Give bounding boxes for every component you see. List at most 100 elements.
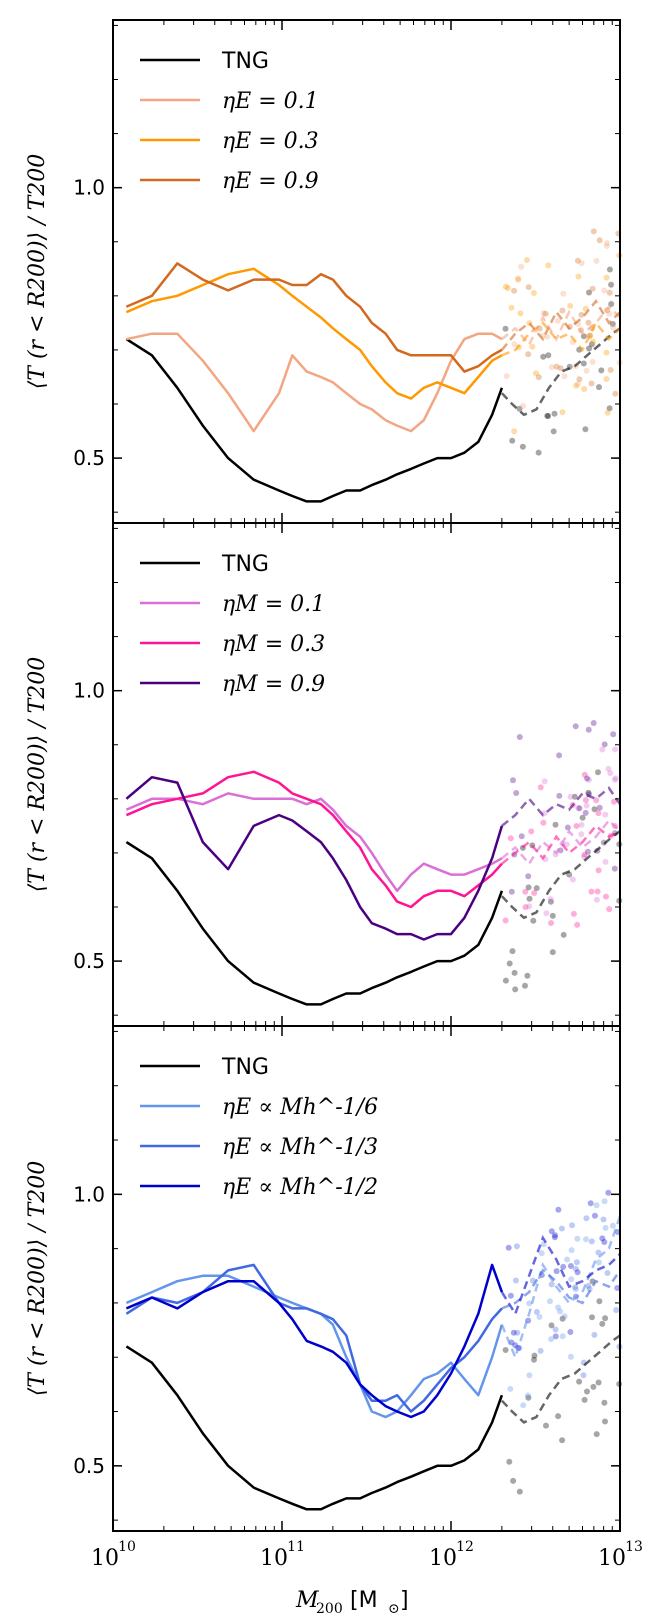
scatter-point [567,793,574,800]
scatter-point [585,789,592,796]
scatter-point [599,746,606,753]
scatter-point [603,274,610,281]
legend-label: ηE = 0.3 [222,129,319,154]
scatter-point [611,798,617,805]
x-axis-label-sub: 200 [316,1601,343,1617]
scatter-point [530,917,537,924]
scatter-point [553,1268,560,1275]
scatter-point [535,374,542,381]
scatter-point [508,888,515,895]
scatter-point [586,345,592,352]
scatter-point [567,1263,574,1269]
y-tick-label: 1.0 [73,679,105,703]
scatter-point [555,1206,562,1213]
legend-label: ηE ∝ Mh^-1/2 [222,1175,378,1200]
scatter-point [610,324,617,331]
series-line-0 [125,841,504,1006]
scatter-point [512,1342,519,1349]
scatter-point [516,1488,523,1495]
scatter-point [574,1235,581,1242]
scatter-point [580,1372,587,1379]
scatter-point [552,1333,559,1340]
scatter-point [606,906,613,913]
scatter-point [614,1285,621,1291]
scatter-point [604,409,611,416]
scatter-point [547,896,554,903]
scatter-point [502,917,509,924]
scatter-point [514,1329,521,1336]
scatter-point [545,413,552,419]
scatter-point [585,319,592,326]
y-tick-label: 1.0 [73,176,105,200]
scatter-point [583,802,590,809]
scatter-point [541,778,548,785]
x-tick-label: 10 [429,1546,457,1571]
legend-label: ηE = 0.9 [222,169,319,194]
scatter-point [596,384,602,391]
scatter-point [574,921,581,928]
scatter-point [600,1216,607,1223]
series-dashed-line-2 [501,320,621,357]
scatter-point [582,426,589,433]
scatter-point [601,1239,608,1245]
scatter-point [557,1308,563,1315]
scatter-point [526,1372,533,1379]
scatter-point [526,903,533,910]
scatter-point [596,237,603,244]
x-tick-label: 10 [91,1546,119,1571]
scatter-point [610,731,617,738]
scatter-point [543,1422,549,1429]
scatter-point [588,341,595,348]
scatter-point [591,1331,598,1338]
scatter-point [525,884,532,891]
x-axis-unit: [M [350,1588,378,1613]
scatter-point [612,746,619,753]
scatter-point [603,349,610,356]
scatter-point [585,726,592,733]
scatter-point [547,898,554,905]
scatter-point [512,986,519,993]
scatter-point [595,1249,602,1256]
scatter-point [542,310,549,317]
scatter-point [583,1236,589,1243]
scatter-point [573,382,580,389]
scatter-point [510,1477,517,1484]
scatter-point [548,1322,555,1329]
scatter-point [583,367,590,374]
series-line-1 [125,792,503,893]
scatter-point [574,1269,581,1276]
scatter-point [511,428,518,435]
scatter-point [593,1431,600,1438]
scatter-point [502,325,509,332]
scatter-point [507,1292,514,1299]
scatter-point [515,276,522,283]
scatter-point [540,819,547,826]
series-line-3 [125,1263,504,1419]
scatter-point [545,352,552,359]
scatter-point [509,948,516,955]
scatter-point [545,262,552,269]
scatter-point [590,720,597,726]
scatter-point [593,257,600,264]
scatter-point [590,338,597,345]
scatter-point [551,410,558,417]
scatter-point [560,931,567,938]
series-dashed-line-2 [501,1268,622,1310]
legend-label: TNG [221,1055,269,1080]
y-axis-label: ⟨T (r < R200)⟩ / T200 [25,1161,50,1397]
scatter-point [502,977,509,984]
scatter-point [602,1224,609,1231]
scatter-point [581,771,588,778]
scatter-point [519,443,526,450]
scatter-point [538,1250,545,1257]
scatter-point [576,376,583,383]
scatter-point [587,1200,594,1207]
scatter-point [522,888,529,895]
scatter-point [531,890,538,896]
scatter-point [612,390,619,397]
series-dashed-line-3 [500,1234,621,1317]
scatter-point [606,405,613,412]
scatter-point [601,287,608,294]
legend: TNG ηM = 0.1 ηM = 0.3 ηM = 0.9 [140,552,325,697]
scatter-point [513,1243,520,1250]
